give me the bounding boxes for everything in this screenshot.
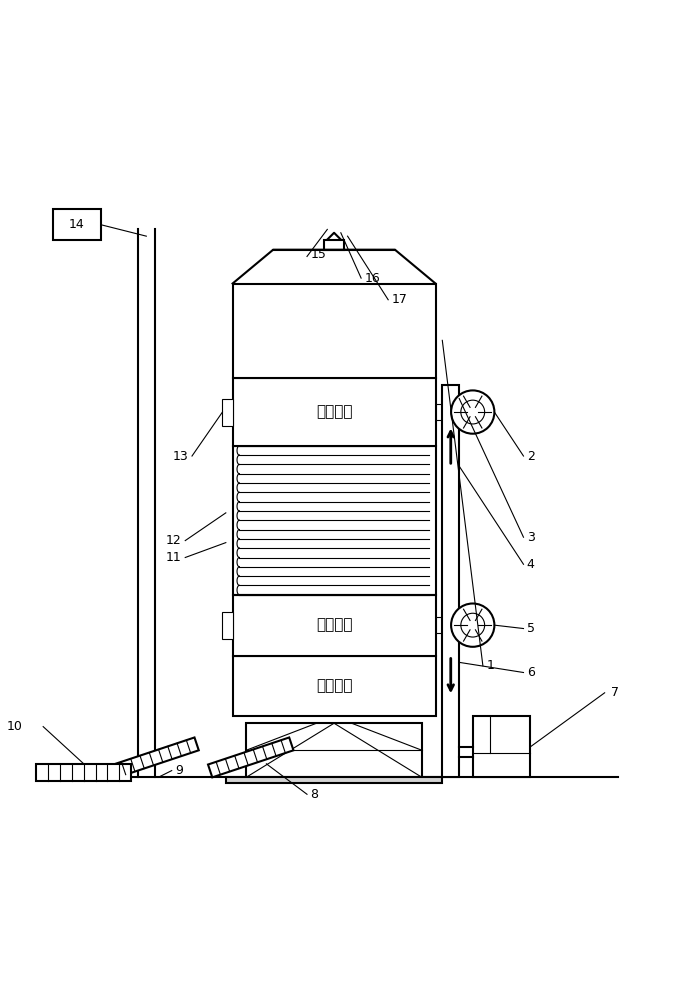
- Text: 15: 15: [310, 248, 326, 261]
- Bar: [233, 284, 435, 378]
- Text: 2: 2: [527, 450, 535, 463]
- Bar: [246, 723, 422, 777]
- Bar: [233, 378, 435, 446]
- Bar: [233, 656, 435, 716]
- Bar: [442, 385, 460, 777]
- Bar: [233, 446, 435, 595]
- Text: 除湿系统: 除湿系统: [316, 405, 353, 420]
- Bar: [233, 595, 435, 656]
- Bar: [473, 716, 530, 777]
- Bar: [222, 612, 233, 639]
- Text: 10: 10: [7, 720, 23, 733]
- Text: 冷却系统: 冷却系统: [316, 618, 353, 633]
- Text: 7: 7: [611, 686, 620, 699]
- Circle shape: [451, 604, 495, 647]
- Bar: [53, 209, 101, 240]
- Bar: [226, 777, 442, 783]
- Circle shape: [461, 613, 484, 637]
- Text: 17: 17: [391, 293, 407, 306]
- Circle shape: [461, 400, 484, 424]
- Text: 14: 14: [69, 218, 85, 231]
- Text: 1: 1: [486, 659, 494, 672]
- Text: 12: 12: [166, 534, 182, 547]
- Text: 13: 13: [173, 450, 188, 463]
- Polygon shape: [113, 737, 199, 777]
- Text: 排粮系统: 排粮系统: [316, 679, 353, 694]
- Text: 5: 5: [527, 622, 535, 635]
- Circle shape: [451, 390, 495, 434]
- Bar: [37, 764, 131, 781]
- Polygon shape: [208, 737, 293, 777]
- Bar: [324, 240, 344, 250]
- Text: 4: 4: [527, 558, 535, 571]
- Text: 9: 9: [175, 764, 183, 777]
- Text: 16: 16: [364, 272, 380, 285]
- Bar: [435, 617, 473, 633]
- Text: 8: 8: [310, 788, 318, 801]
- Bar: [222, 399, 233, 426]
- Text: 6: 6: [527, 666, 535, 679]
- Text: 3: 3: [527, 531, 535, 544]
- Bar: [435, 404, 473, 420]
- Text: 11: 11: [166, 551, 182, 564]
